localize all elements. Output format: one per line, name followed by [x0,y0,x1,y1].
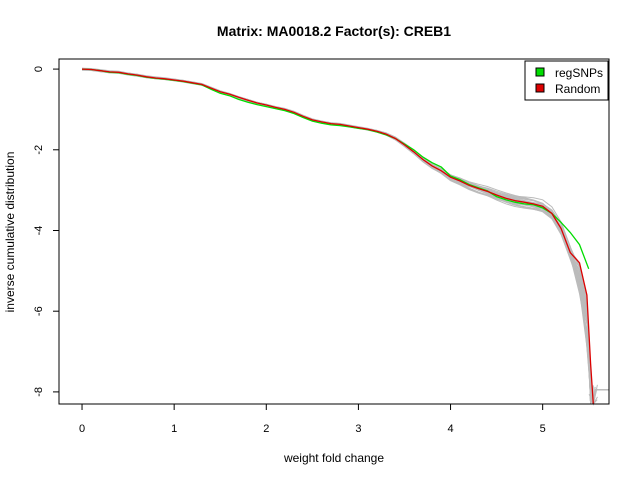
legend-swatch-random [535,83,545,93]
legend-label-random: Random [555,82,600,96]
random-background-line [81,68,609,405]
random-background-line [81,69,598,405]
series-line-regsnps [81,68,590,270]
random-background-line [81,68,598,405]
random-background-line [81,68,594,405]
y-tick-label: -4 [33,226,45,236]
y-tick-label: -6 [33,306,45,316]
plot-frame [58,58,610,405]
legend-swatch-regsnps [535,67,545,77]
random-background-line [81,68,596,405]
x-tick-label: 3 [355,423,361,435]
random-background-line [81,68,594,405]
random-background-line [81,68,594,405]
x-tick-label: 4 [447,423,453,435]
series-line-random [81,68,594,405]
random-background-line [81,68,609,405]
x-tick-label: 2 [263,423,269,435]
random-background-line [81,67,609,405]
legend-label-regsnps: regSNPs [555,66,603,80]
random-background-line [81,69,609,405]
y-axis: 0 -2 -4 -6 -8 [33,66,59,397]
y-tick-label: -2 [33,145,45,155]
random-background-line [81,69,609,405]
random-background-line [81,68,594,405]
random-background-line [81,68,595,405]
random-background-line [81,67,594,405]
legend: regSNPs Random [524,60,609,101]
x-tick-label: 1 [171,423,177,435]
random-background-line [81,68,595,406]
random-background-line [81,68,609,405]
random-background-line [81,69,609,405]
random-background-line [81,68,594,403]
x-axis-label: weight fold change [283,451,384,465]
y-tick-label: -8 [33,387,45,397]
x-tick-label: 5 [540,423,546,435]
random-background-line [81,68,598,406]
series-lines [81,68,594,405]
random-background-line [81,68,609,405]
random-background-line [81,69,598,405]
random-background-lines [81,67,609,406]
x-tick-label: 0 [79,423,85,435]
random-background-line [81,68,609,406]
y-tick-label: 0 [33,66,45,72]
y-axis-label: inverse cumulative distribution [3,152,17,313]
random-background-line [81,68,594,405]
random-background-line [81,67,594,405]
random-background-line [81,68,609,405]
chart-title: Matrix: MA0018.2 Factor(s): CREB1 [217,23,451,39]
random-background-line [81,68,596,405]
random-background-line [81,68,594,406]
x-axis: 0 1 2 3 4 5 [79,404,546,435]
random-background-line [81,68,594,405]
